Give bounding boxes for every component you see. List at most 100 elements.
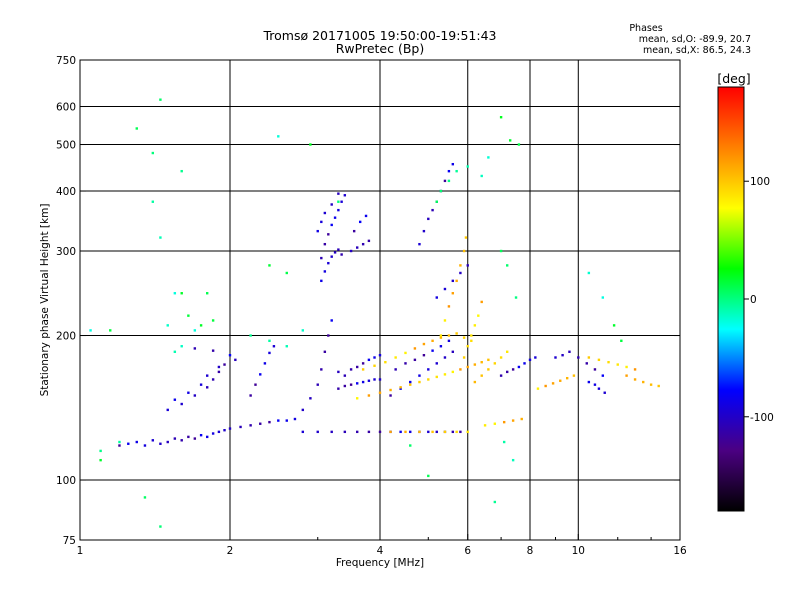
data-point <box>473 380 477 384</box>
data-point <box>404 351 407 355</box>
data-point <box>511 368 515 371</box>
data-point <box>447 169 451 173</box>
data-point <box>285 271 288 275</box>
data-point <box>249 394 252 397</box>
data-point <box>657 384 660 388</box>
x-tick-label: 8 <box>527 545 534 557</box>
data-point <box>166 324 169 327</box>
data-point <box>487 368 490 371</box>
data-point <box>118 440 121 444</box>
data-point <box>361 380 365 384</box>
data-point <box>159 98 162 101</box>
colorbar-label: [deg] <box>717 71 750 86</box>
data-point <box>462 249 466 253</box>
y-tick-label: 500 <box>56 140 76 152</box>
data-point <box>466 365 469 369</box>
data-point <box>277 419 280 422</box>
data-point <box>427 474 430 478</box>
data-point <box>259 422 262 425</box>
data-point <box>268 264 271 267</box>
data-point <box>601 374 605 377</box>
data-point <box>511 458 515 462</box>
data-point <box>517 143 521 146</box>
chart-subtitle: RwPretec (Bp) <box>336 41 424 56</box>
data-point <box>361 242 365 246</box>
data-point <box>180 345 183 348</box>
data-point <box>435 430 438 434</box>
data-point <box>455 169 458 173</box>
data-point <box>151 200 155 203</box>
data-point <box>263 362 267 365</box>
data-point <box>399 386 402 389</box>
grid-lines <box>80 60 680 540</box>
data-point <box>451 350 455 353</box>
data-point <box>451 430 455 434</box>
data-point <box>330 319 333 322</box>
data-point <box>597 358 601 362</box>
data-point <box>502 440 506 444</box>
data-point <box>367 358 371 362</box>
data-point <box>439 189 443 193</box>
data-point <box>151 151 155 155</box>
data-point <box>373 364 376 367</box>
colorbar-gradient <box>717 86 745 512</box>
data-point <box>355 382 359 385</box>
data-point <box>373 356 376 359</box>
data-point <box>180 402 183 406</box>
data-point <box>493 422 497 425</box>
data-point <box>480 374 483 377</box>
y-tick-label: 100 <box>56 475 76 487</box>
data-point <box>394 368 397 371</box>
data-point <box>544 384 547 388</box>
data-point <box>633 368 637 371</box>
data-point <box>443 356 447 359</box>
data-point <box>254 383 257 386</box>
data-point <box>451 162 455 166</box>
data-point <box>199 383 203 386</box>
data-point <box>355 397 359 400</box>
data-point <box>389 388 392 392</box>
data-point <box>443 319 447 322</box>
data-point <box>320 220 323 224</box>
x-tick-label: 16 <box>673 545 687 557</box>
data-point <box>330 203 333 206</box>
x-tick-label: 10 <box>572 545 585 557</box>
data-point <box>277 135 280 138</box>
data-point <box>173 437 177 440</box>
data-point <box>418 430 421 434</box>
data-point <box>330 430 333 434</box>
x-tick-label: 6 <box>464 545 471 557</box>
stats-title: Phases <box>629 23 662 34</box>
data-point <box>439 334 443 337</box>
data-point <box>404 362 407 365</box>
data-point <box>309 397 312 400</box>
data-point <box>205 292 209 295</box>
data-point <box>439 336 443 339</box>
data-point <box>447 305 451 308</box>
data-point <box>455 279 458 283</box>
data-point <box>561 353 564 357</box>
data-point <box>427 430 430 434</box>
data-point <box>159 525 162 528</box>
data-point <box>466 430 469 434</box>
data-point <box>180 169 183 173</box>
data-point <box>301 430 305 434</box>
data-point <box>409 383 412 386</box>
data-point <box>234 358 237 362</box>
colorbar-ticks: 100 0 -100 <box>744 176 774 424</box>
data-point <box>378 430 382 434</box>
x-tick-label: 1 <box>77 545 84 557</box>
data-point <box>166 440 169 444</box>
data-point <box>536 387 540 390</box>
data-point <box>394 356 397 359</box>
data-point <box>511 419 515 422</box>
data-point <box>443 179 447 183</box>
data-point <box>340 253 343 256</box>
data-point <box>285 419 288 422</box>
data-point <box>480 360 483 364</box>
data-point <box>451 370 455 374</box>
data-point <box>343 194 347 197</box>
data-point <box>340 200 343 203</box>
data-point <box>601 296 605 299</box>
